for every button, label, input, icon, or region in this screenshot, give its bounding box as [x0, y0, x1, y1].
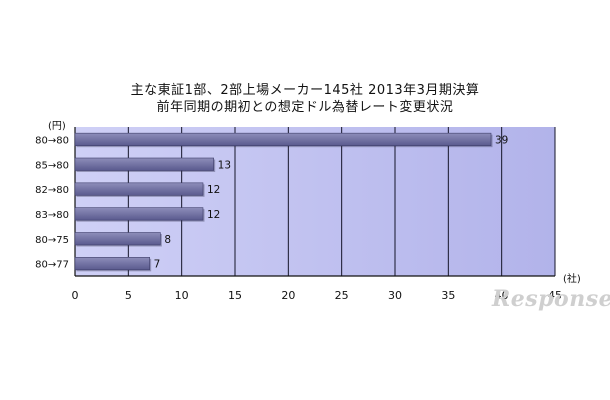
x-tick-label: 10 [175, 289, 189, 302]
x-tick-label: 5 [125, 289, 132, 302]
x-tick-label: 45 [548, 289, 562, 302]
bar-1 [74, 157, 214, 171]
bar-5 [74, 257, 150, 271]
chart-title: 主な東証1部、2部上場メーカー145社 2013年3月期決算 [130, 83, 480, 98]
x-axis-unit-label: (社) [563, 274, 581, 285]
category-label: 82→80 [35, 185, 69, 196]
category-label: 83→80 [35, 210, 69, 221]
category-label: 80→75 [35, 235, 69, 246]
x-tick-label: 0 [72, 289, 79, 302]
bar-value-label: 12 [207, 184, 220, 196]
bar-value-label: 39 [495, 134, 508, 146]
chart-subtitle: 前年同期の期初との想定ドル為替レート変更状況 [156, 100, 454, 115]
category-label: 80→77 [35, 260, 69, 271]
bar-2 [74, 182, 204, 196]
bar-4 [74, 232, 161, 246]
bar-value-label: 7 [154, 259, 161, 271]
x-tick-label: 35 [441, 289, 455, 302]
bar-3 [74, 207, 204, 221]
bar-value-label: 12 [207, 209, 220, 221]
bar-value-label: 13 [218, 159, 231, 171]
x-tick-label: 20 [281, 289, 295, 302]
response-watermark: Response [492, 286, 610, 312]
category-label: 80→80 [35, 135, 69, 146]
x-tick-label: 30 [388, 289, 402, 302]
y-axis-unit-label: (円) [48, 121, 66, 132]
x-tick-label: 15 [228, 289, 242, 302]
plot-area [75, 127, 555, 276]
x-tick-label: 25 [335, 289, 349, 302]
x-tick-label: 40 [495, 289, 509, 302]
bar-0 [74, 132, 492, 146]
bar-value-label: 8 [164, 234, 171, 246]
category-label: 85→80 [35, 160, 69, 171]
